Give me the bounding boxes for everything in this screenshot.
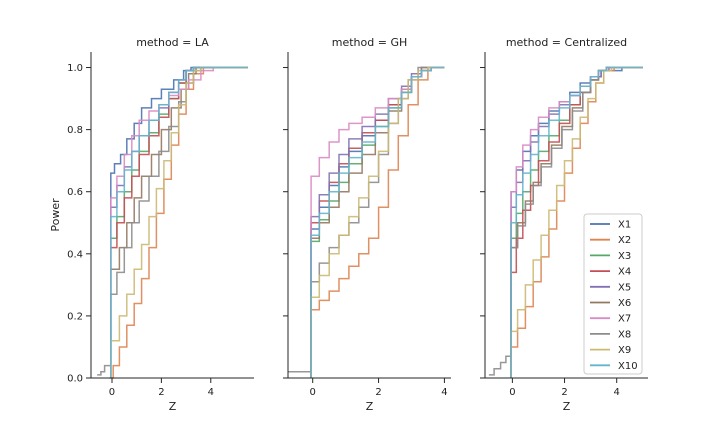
legend: X1 X2 X3 X4 X5 X6 X7 X8 X9 X10: [583, 213, 643, 375]
series-line-x2: [109, 66, 248, 379]
x-axis-label: Z: [169, 400, 177, 413]
y-tick-label: 0.6: [67, 187, 83, 198]
y-tick-label: 0.8: [67, 125, 83, 136]
series-line-x9: [310, 66, 445, 378]
series-line-x10: [510, 66, 643, 378]
x-tick-label: 2: [158, 387, 164, 398]
legend-label-x4: X4: [618, 267, 631, 278]
legend-label-x2: X2: [618, 235, 631, 246]
panel-title: method = LA: [136, 36, 209, 49]
x-axis-label: Z: [366, 400, 374, 413]
series-line-x9: [510, 66, 643, 378]
legend-label-x5: X5: [618, 282, 631, 293]
series-line-x9: [110, 66, 248, 378]
panel-3: method = Centralized 0 2 4 Z: [480, 36, 648, 413]
legend-label-x6: X6: [618, 298, 631, 309]
y-tick-label: 1.0: [67, 63, 83, 74]
x-axis-label: Z: [563, 400, 571, 413]
legend-label-x9: X9: [618, 345, 631, 356]
y-axis-label: Power: [49, 198, 62, 232]
series-line-x2: [310, 66, 445, 378]
panel-2: method = GH 0 2 4 Z: [283, 36, 451, 413]
x-tick-label: 4: [441, 387, 447, 398]
x-tick-label: 0: [109, 387, 115, 398]
series-line-x10: [310, 66, 445, 378]
y-tick-label: 0.4: [67, 249, 83, 260]
series-line-x1: [110, 66, 248, 378]
series-line-x10: [110, 66, 248, 378]
legend-label-x1: X1: [618, 220, 631, 231]
x-tick-label: 4: [614, 387, 620, 398]
series-line-x5: [310, 66, 445, 378]
panel-title: method = GH: [332, 36, 408, 49]
legend-label-x7: X7: [618, 314, 631, 325]
x-tick-label: 4: [208, 387, 214, 398]
x-tick-label: 0: [509, 387, 515, 398]
x-tick-label: 2: [375, 387, 381, 398]
panel-1: method = LA 0.0 0.2 0.4 0.6 0.8 1.0 0 2 4 Z: [67, 36, 254, 413]
y-tick-label: 0.2: [67, 311, 83, 322]
panel-title: method = Centralized: [506, 36, 627, 49]
x-tick-label: 0: [310, 387, 316, 398]
x-tick-label: 2: [561, 387, 567, 398]
legend-label-x8: X8: [618, 329, 631, 340]
legend-label-x10: X10: [618, 361, 638, 372]
legend-label-x3: X3: [618, 251, 631, 262]
y-tick-label: 0.0: [67, 374, 83, 385]
panels-group: method = LA 0.0 0.2 0.4 0.6 0.8 1.0 0 2 4 Zmethod …: [49, 36, 648, 413]
